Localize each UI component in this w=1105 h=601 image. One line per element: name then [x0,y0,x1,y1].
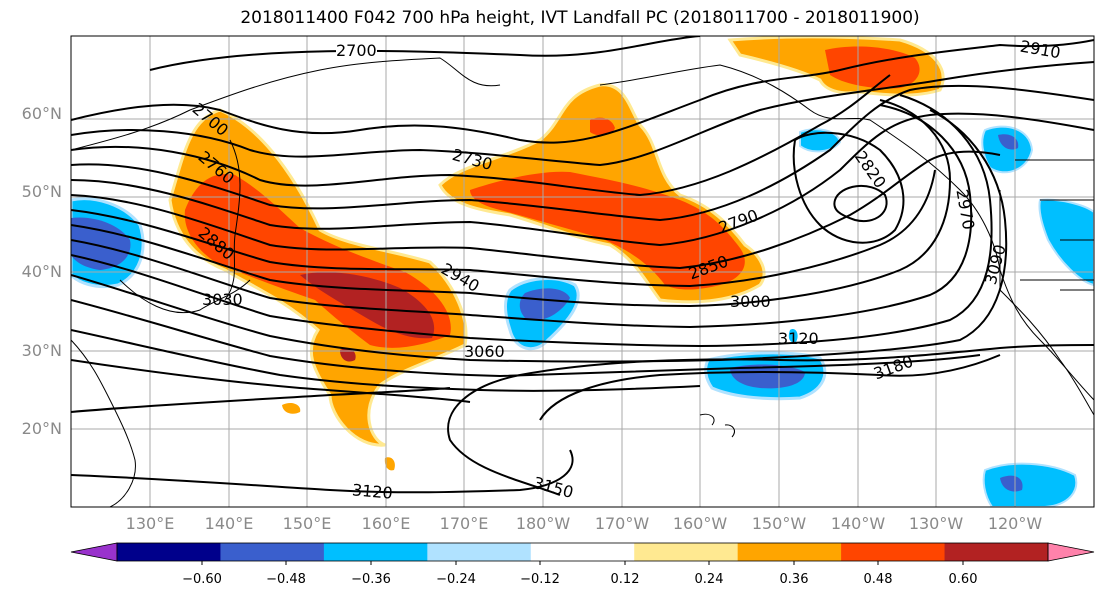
graticule [71,36,1094,507]
longitude-label: 150°E [282,514,332,533]
longitude-label: 160°E [361,514,411,533]
contour-label: 3000 [730,292,771,311]
longitude-label: 120°W [987,514,1043,533]
colorbar-tick-label: −0.60 [182,572,222,587]
colorbar-tick-label: 0.60 [948,572,978,587]
colorbar-segment [944,543,1049,561]
colorbar-segment [427,543,532,561]
longitude-label: 170°E [439,514,489,533]
contour-label: 3060 [464,342,505,361]
latitude-label: 20°N [21,419,62,438]
contour-label: 2700 [336,41,377,60]
colorbar-segment [841,543,946,561]
height-contours [71,36,1094,496]
colorbar-segment [737,543,842,561]
colorbar-segment [220,543,325,561]
contour-label: 3030 [202,290,243,309]
longitude-label: 140°E [204,514,254,533]
map-frame [70,35,1095,508]
colorbar-segment [117,543,221,561]
colorbar-extension-high [1047,542,1095,562]
latitude-label: 30°N [21,341,62,360]
latitude-label: 60°N [21,104,62,123]
colorbar-tick-label: 0.24 [694,572,724,587]
colorbar-segment [634,543,739,561]
colorbar-tick-label: −0.24 [436,572,476,587]
colorbar-tick-label: 0.48 [863,572,893,587]
positive-ivt-shading [168,36,945,471]
land-outline [999,289,1094,416]
longitude-label: 170°W [594,514,650,533]
longitude-label: 180°W [515,514,571,533]
colorbar-tick-label: 0.36 [779,572,809,587]
colorbar-tick-label: −0.48 [266,572,306,587]
contour-label: 3120 [778,329,819,348]
longitude-label: 160°W [672,514,728,533]
map-panel [71,36,1094,507]
longitude-label: 150°W [751,514,807,533]
colorbar-frame [116,542,1049,562]
colorbar-segment [530,543,635,561]
contour-label: 3120 [351,480,394,503]
longitude-label: 130°E [125,514,175,533]
latitude-label: 50°N [21,182,62,201]
latitude-label: 40°N [21,262,62,281]
longitude-label: 130°W [908,514,964,533]
coastlines [71,57,1094,507]
map-title: 2018011400 F042 700 hPa height, IVT Land… [240,8,920,28]
colorbar-segment [323,543,428,561]
colorbar-extension-low [70,542,118,562]
colorbar-tick-label: −0.12 [520,572,560,587]
colorbar-tick-label: −0.36 [351,572,391,587]
colorbar [70,542,1095,565]
negative-ivt-shading [71,125,1094,507]
colorbar-tick-label: 0.12 [610,572,640,587]
longitude-label: 140°W [830,514,886,533]
